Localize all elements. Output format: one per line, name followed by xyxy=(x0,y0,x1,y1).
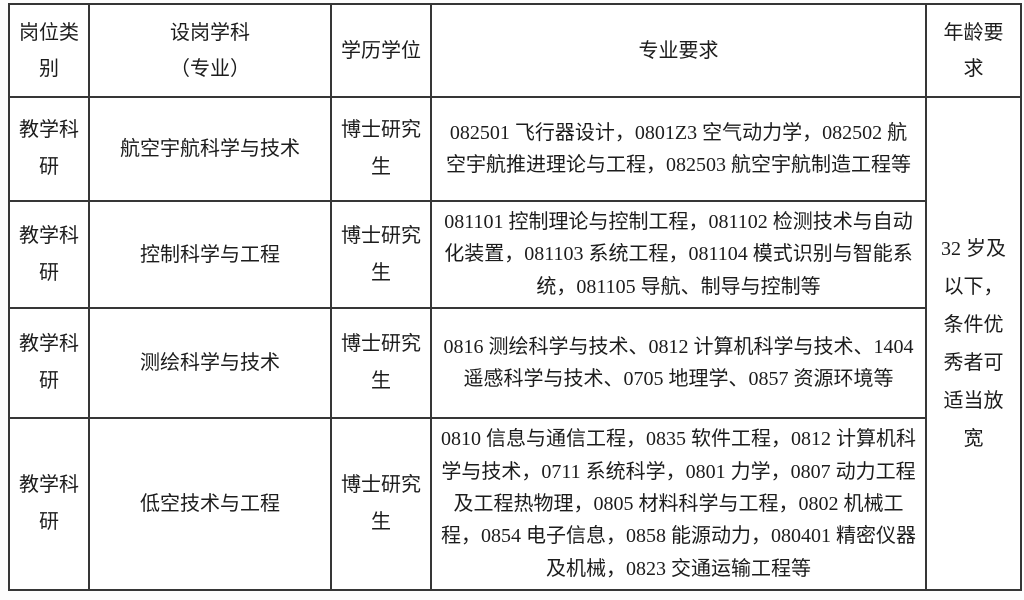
cell-category: 教学科研 xyxy=(8,307,90,420)
cell-requirements: 082501 飞行器设计，0801Z3 空气动力学，082502 航空宇航推进理… xyxy=(430,96,927,202)
cell-discipline: 控制科学与工程 xyxy=(88,199,332,310)
column-header-major-requirements: 专业要求 xyxy=(430,3,927,98)
header-row: 岗位类别 设岗学科 （专业） 学历学位 专业要求 年龄要求 xyxy=(8,3,1022,98)
column-header-degree: 学历学位 xyxy=(330,3,432,98)
cell-degree: 博士研究生 xyxy=(330,417,432,592)
cell-degree: 博士研究生 xyxy=(330,307,432,420)
cell-degree: 博士研究生 xyxy=(330,96,432,202)
cell-discipline: 低空技术与工程 xyxy=(88,417,332,592)
cell-discipline: 航空宇航科学与技术 xyxy=(88,96,332,202)
cell-category: 教学科研 xyxy=(8,96,90,202)
table-header: 岗位类别 设岗学科 （专业） 学历学位 专业要求 年龄要求 xyxy=(8,3,1022,98)
column-header-age-requirement: 年龄要求 xyxy=(925,3,1022,98)
cell-requirements: 0816 测绘科学与技术、0812 计算机科学与技术、1404 遥感科学与技术、… xyxy=(430,307,927,420)
table-row: 教学科研 低空技术与工程 博士研究生 0810 信息与通信工程，0835 软件工… xyxy=(8,417,1021,592)
column-header-position-category: 岗位类别 xyxy=(8,3,90,98)
table-row: 教学科研 航空宇航科学与技术 博士研究生 082501 飞行器设计，0801Z3… xyxy=(8,95,1022,592)
cell-requirements: 0810 信息与通信工程，0835 软件工程，0812 计算机科学与技术，071… xyxy=(430,417,927,592)
recruitment-table: 岗位类别 设岗学科 （专业） 学历学位 专业要求 年龄要求 教学科研 航空宇航科… xyxy=(8,3,1022,592)
cell-category: 教学科研 xyxy=(8,417,90,592)
cell-requirements: 081101 控制理论与控制工程，081102 检测技术与自动化装置，08110… xyxy=(430,199,927,310)
cell-degree: 博士研究生 xyxy=(330,199,432,310)
table-body: 教学科研 航空宇航科学与技术 博士研究生 082501 飞行器设计，0801Z3… xyxy=(8,95,1022,592)
cell-discipline: 测绘科学与技术 xyxy=(88,307,332,420)
table-row: 教学科研 测绘科学与技术 博士研究生 0816 测绘科学与技术、0812 计算机… xyxy=(8,307,1021,420)
column-header-discipline: 设岗学科 （专业） xyxy=(88,3,332,98)
table-row: 教学科研 控制科学与工程 博士研究生 081101 控制理论与控制工程，0811… xyxy=(8,199,1021,310)
cell-age-requirement: 32 岁及以下，条件优秀者可适当放宽 xyxy=(925,95,1022,592)
cell-category: 教学科研 xyxy=(8,199,90,310)
